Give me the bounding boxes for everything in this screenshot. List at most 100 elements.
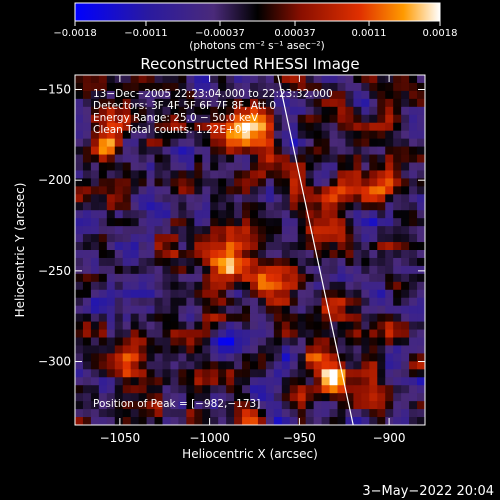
heatmap-cell <box>393 82 402 92</box>
heatmap-cell <box>162 75 171 84</box>
heatmap-cell <box>162 194 171 203</box>
heatmap-cell <box>234 82 243 92</box>
heatmap-cell <box>234 98 243 108</box>
heatmap-cell <box>154 250 163 259</box>
heatmap-cell <box>257 401 267 410</box>
heatmap-cell <box>353 234 362 243</box>
heatmap-cell <box>417 297 425 307</box>
heatmap-cell <box>114 409 124 418</box>
heatmap-cell <box>194 130 203 140</box>
heatmap-cell <box>265 170 275 179</box>
heatmap-cell <box>178 226 187 235</box>
heatmap-cell <box>377 75 386 84</box>
heatmap-cell <box>170 75 179 84</box>
heatmap-cell <box>146 178 155 187</box>
heatmap-cell <box>178 98 187 108</box>
heatmap-cell <box>393 289 402 299</box>
heatmap-cell <box>234 170 243 179</box>
heatmap-cell <box>289 345 299 354</box>
heatmap-cell <box>265 361 275 370</box>
heatmap-cell <box>250 409 259 418</box>
heatmap-cell <box>305 313 315 322</box>
heatmap-cell <box>417 234 425 243</box>
heatmap-cell <box>361 345 370 354</box>
heatmap-cell <box>82 377 92 386</box>
heatmap-cell <box>377 337 386 346</box>
heatmap-cell <box>154 265 163 275</box>
heatmap-cell <box>257 170 267 179</box>
heatmap-cell <box>138 361 147 370</box>
heatmap-cell <box>130 210 140 219</box>
heatmap-cell <box>106 242 116 251</box>
heatmap-cell <box>281 218 291 227</box>
heatmap-cell <box>409 401 418 410</box>
heatmap-cell <box>130 377 140 386</box>
heatmap-cell <box>329 106 338 116</box>
heatmap-cell <box>154 417 163 425</box>
heatmap-cell <box>313 377 322 386</box>
heatmap-cell <box>305 82 315 92</box>
heatmap-cell <box>98 194 108 203</box>
heatmap-cell <box>130 321 140 330</box>
heatmap-cell <box>202 234 211 243</box>
heatmap-cell <box>305 265 315 275</box>
heatmap-cell <box>154 130 163 140</box>
heatmap-cell <box>210 353 219 362</box>
heatmap-cell <box>186 114 195 124</box>
heatmap-cell <box>106 289 116 299</box>
heatmap-cell <box>265 313 275 322</box>
heatmap-cell <box>369 98 378 108</box>
heatmap-cell <box>122 257 132 267</box>
heatmap-cell <box>345 226 354 235</box>
heatmap-cell <box>226 361 235 370</box>
heatmap-cell <box>361 257 370 267</box>
heatmap-cell <box>321 194 330 203</box>
heatmap-cell <box>226 82 235 92</box>
heatmap-cell <box>75 114 84 124</box>
heatmap-cell <box>393 98 402 108</box>
heatmap-cell <box>242 186 251 195</box>
heatmap-cell <box>242 385 251 394</box>
heatmap-cell <box>321 90 330 100</box>
heatmap-cell <box>273 90 283 100</box>
heatmap-cell <box>305 186 315 195</box>
heatmap-cell <box>305 250 315 259</box>
heatmap-cell <box>186 329 195 338</box>
heatmap-cell <box>353 369 362 378</box>
heatmap-cell <box>90 170 100 179</box>
heatmap-cell <box>385 106 394 116</box>
heatmap-cell <box>393 146 402 155</box>
heatmap-cell <box>114 377 124 386</box>
heatmap-cell <box>321 122 330 132</box>
heatmap-cell <box>242 226 251 235</box>
heatmap-cell <box>273 257 283 267</box>
heatmap-cell <box>234 401 243 410</box>
heatmap-cell <box>130 178 140 187</box>
heatmap-cell <box>122 273 132 283</box>
heatmap-cell <box>409 154 418 163</box>
heatmap-cell <box>202 345 211 354</box>
heatmap-cell <box>194 162 203 171</box>
heatmap-cell <box>106 377 116 386</box>
heatmap-cell <box>146 353 155 362</box>
heatmap-cell <box>281 297 291 307</box>
heatmap-cell <box>361 329 370 338</box>
heatmap-cell <box>409 98 418 108</box>
heatmap-cell <box>130 130 140 140</box>
heatmap-cell <box>210 114 219 124</box>
heatmap-cell <box>250 75 259 84</box>
heatmap-cell <box>257 146 267 155</box>
heatmap-cell <box>369 313 378 322</box>
heatmap-cell <box>122 202 132 211</box>
heatmap-cell <box>82 361 92 370</box>
heatmap-cell <box>345 361 354 370</box>
heatmap-cell <box>75 218 84 227</box>
heatmap-cell <box>242 178 251 187</box>
heatmap-cell <box>289 369 299 378</box>
heatmap-cell <box>82 257 92 267</box>
heatmap-cell <box>257 82 267 92</box>
heatmap-cell <box>417 257 425 267</box>
heatmap-cell <box>257 353 267 362</box>
heatmap-cell <box>250 242 259 251</box>
heatmap-cell <box>393 162 402 171</box>
